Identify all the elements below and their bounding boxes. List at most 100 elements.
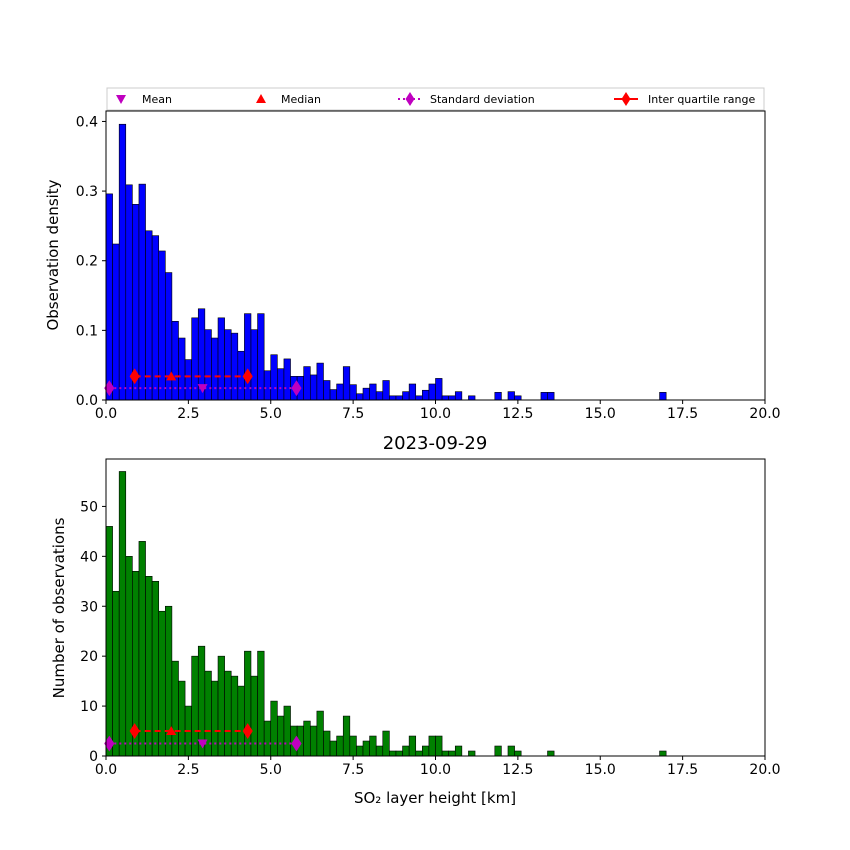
density-bar — [415, 395, 423, 401]
density-bar — [356, 393, 364, 401]
density-bar — [118, 123, 127, 401]
density-bar — [540, 392, 548, 401]
density-bar — [507, 391, 515, 401]
count-bar — [336, 735, 344, 757]
count-bar — [428, 735, 436, 757]
legend-diamond-icon — [405, 92, 415, 106]
density-ylabel: Observation density — [44, 179, 62, 330]
density-xtick-label: 17.5 — [667, 406, 698, 422]
count-bar — [112, 590, 120, 757]
density-bar — [105, 193, 113, 401]
density-bar — [454, 391, 463, 401]
density-bar — [408, 383, 417, 401]
count-xtick-label: 12.5 — [502, 762, 533, 778]
count-bar — [191, 655, 199, 757]
count-bar — [382, 730, 390, 757]
count-bar — [118, 471, 127, 757]
density-xtick-label: 20.0 — [749, 406, 780, 422]
count-bar — [309, 725, 318, 757]
density-bar — [230, 332, 239, 401]
count-xtick-label: 20.0 — [749, 762, 780, 778]
density-iqr-marker — [129, 368, 140, 385]
density-xtick-label: 5.0 — [260, 406, 282, 422]
count-bar — [171, 660, 179, 757]
count-std-marker — [291, 735, 302, 752]
density-bar — [138, 183, 146, 401]
count-bar — [659, 750, 667, 757]
count-bar — [125, 556, 133, 757]
count-bar — [316, 710, 324, 757]
density-bar — [184, 359, 192, 401]
density-ytick-label: 0.2 — [76, 254, 98, 270]
count-bar — [468, 750, 476, 757]
count-bar — [303, 720, 311, 757]
density-bar — [125, 184, 133, 401]
legend-label: Median — [281, 93, 321, 106]
count-xtick-label: 5.0 — [260, 762, 282, 778]
count-bar — [435, 735, 443, 757]
density-bar — [303, 366, 311, 401]
count-ytick-label: 10 — [80, 699, 98, 715]
count-ylabel: Number of observations — [50, 517, 68, 698]
count-bar — [244, 650, 252, 757]
density-mean-marker — [197, 384, 208, 394]
count-bar — [356, 745, 364, 757]
count-bar — [547, 750, 555, 757]
density-bar — [158, 250, 166, 401]
count-bar — [342, 715, 351, 757]
density-std-marker — [291, 380, 302, 397]
count-bar — [389, 750, 397, 757]
density-bar — [178, 337, 186, 401]
count-bar — [507, 745, 515, 757]
density-bar — [244, 313, 252, 401]
density-bar — [309, 374, 318, 401]
density-xtick-label: 15.0 — [585, 406, 616, 422]
count-bar — [277, 715, 285, 757]
density-bar — [441, 395, 449, 401]
density-bar — [422, 389, 430, 401]
count-panel: 2023-09-29 0.0 2.5 5.0 7.5 10.0 12.5 15.0 17.5 2… — [50, 433, 781, 807]
density-bar — [494, 392, 502, 401]
count-bar — [323, 730, 331, 757]
density-bar — [659, 392, 667, 401]
density-xtick-label: 7.5 — [342, 406, 364, 422]
density-bar — [145, 230, 153, 401]
density-iqr-marker — [242, 368, 253, 385]
density-bar — [270, 354, 278, 401]
count-bar — [375, 745, 384, 757]
count-mean-marker — [197, 739, 208, 749]
count-bar — [145, 576, 153, 757]
density-ytick-label: 0.1 — [76, 323, 98, 339]
count-bar — [362, 740, 370, 757]
density-xtick-label: 0.0 — [95, 406, 117, 422]
count-bar — [211, 680, 219, 757]
count-bar — [448, 750, 456, 757]
count-bar — [441, 750, 449, 757]
density-bar — [435, 378, 443, 401]
density-bar — [382, 380, 390, 401]
count-xtick-label: 7.5 — [342, 762, 364, 778]
density-bar — [375, 391, 384, 401]
count-bar — [454, 745, 463, 757]
count-bar — [408, 735, 417, 757]
count-xlabel: SO₂ layer height [km] — [354, 789, 516, 807]
count-xtick-label: 2.5 — [177, 762, 199, 778]
density-bar — [277, 368, 285, 401]
legend-label: Inter quartile range — [648, 93, 755, 106]
legend-entry: Median — [256, 93, 321, 106]
density-bar — [395, 395, 403, 401]
count-ytick-label: 30 — [80, 599, 98, 615]
count-iqr-marker — [129, 723, 140, 739]
density-xtick-label: 2.5 — [177, 406, 199, 422]
count-bar — [283, 705, 291, 757]
count-xtick-label: 0.0 — [95, 762, 117, 778]
density-bar — [342, 366, 351, 401]
count-bar — [250, 675, 258, 757]
density-bar — [428, 383, 436, 401]
count-median-marker — [166, 726, 177, 736]
density-bar — [369, 383, 377, 401]
count-bar — [369, 735, 377, 757]
count-bar — [151, 580, 160, 757]
density-bar — [165, 272, 173, 401]
legend-entry: Mean — [116, 93, 172, 106]
